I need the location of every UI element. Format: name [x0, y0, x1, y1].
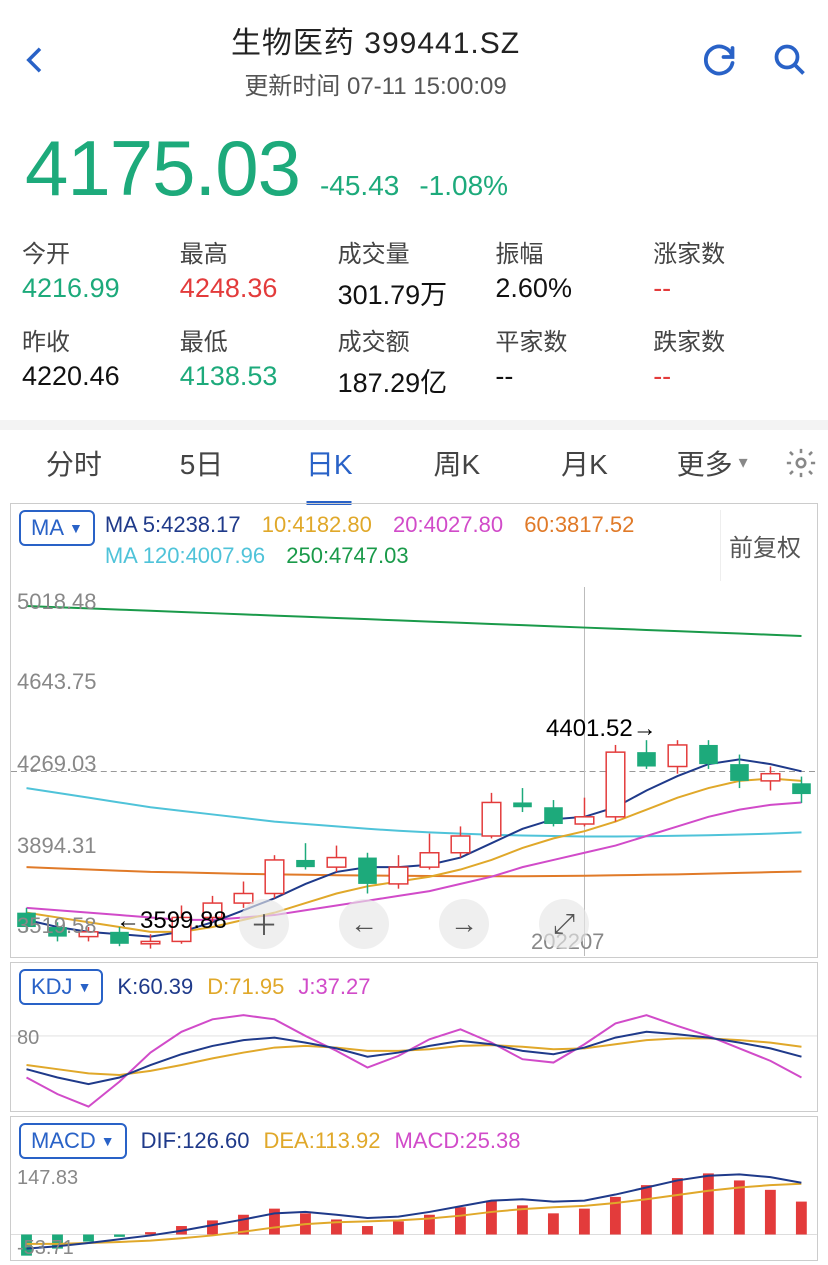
- stat-volume: 成交量301.79万: [338, 234, 491, 312]
- price-pct: -1.08%: [419, 170, 508, 202]
- macd-dea: DEA:113.92: [263, 1128, 380, 1154]
- tab-5day[interactable]: 5日: [138, 443, 266, 483]
- stat-amount: 成交额187.29亿: [338, 322, 491, 400]
- chevron-down-icon: ▼: [78, 979, 92, 995]
- stock-title: 生物医药 399441.SZ: [50, 18, 701, 62]
- ma-selector[interactable]: MA▼: [19, 510, 95, 546]
- tab-weekk[interactable]: 周K: [393, 443, 521, 483]
- ylabel-4: 3519.58: [17, 913, 97, 939]
- macd-dif: DIF:126.60: [141, 1128, 250, 1154]
- ylabel-3: 3894.31: [17, 833, 97, 859]
- tab-dayk[interactable]: 日K: [265, 443, 393, 483]
- leg-ma10: 10:4182.80: [262, 512, 372, 537]
- nav-right-button[interactable]: →: [439, 899, 489, 949]
- stat-gainers: 涨家数--: [653, 234, 806, 312]
- stat-low: 最低4138.53: [180, 322, 333, 400]
- stat-amplitude: 振幅2.60%: [495, 234, 648, 312]
- tab-time[interactable]: 分时: [10, 443, 138, 483]
- kdj-header: KDJ▼ K:60.39 D:71.95 J:37.27: [11, 963, 817, 1011]
- macd-ytop: 147.83: [17, 1167, 78, 1190]
- macd-chart[interactable]: 147.83 -53.71: [11, 1165, 817, 1260]
- macd-panel: MACD▼ DIF:126.60 DEA:113.92 MACD:25.38 1…: [10, 1116, 818, 1261]
- gear-icon[interactable]: [784, 446, 818, 480]
- stat-prev-close: 昨收4220.46: [22, 322, 175, 400]
- kdj-d: D:71.95: [207, 974, 284, 1000]
- kdj-k: K:60.39: [117, 974, 193, 1000]
- stock-code: 399441.SZ: [364, 27, 520, 60]
- crosshair-button[interactable]: ＋: [239, 899, 289, 949]
- macd-selector[interactable]: MACD▼: [19, 1123, 127, 1159]
- kdj-chart[interactable]: 80: [11, 1011, 817, 1111]
- chevron-down-icon: ▼: [69, 520, 83, 536]
- tab-monthk[interactable]: 月K: [521, 443, 649, 483]
- ylabel-1: 4643.75: [17, 669, 97, 695]
- annot-high: 4401.52→: [546, 715, 657, 743]
- kdj-panel: KDJ▼ K:60.39 D:71.95 J:37.27 80: [10, 962, 818, 1112]
- stats-grid: 今开4216.99 最高4248.36 成交量301.79万 振幅2.60% 涨…: [0, 234, 828, 420]
- candle-panel: MA▼ MA 5:4238.17 10:4182.80 20:4027.80 6…: [10, 503, 818, 958]
- stat-losers: 跌家数--: [653, 322, 806, 400]
- annot-low: ←3599.88: [116, 907, 227, 935]
- macd-header: MACD▼ DIF:126.60 DEA:113.92 MACD:25.38: [11, 1117, 817, 1165]
- last-price: 4175.03: [25, 123, 300, 214]
- tab-more[interactable]: 更多▾: [648, 443, 776, 483]
- macd-ybot: -53.71: [17, 1237, 74, 1260]
- chevron-down-icon: ▼: [101, 1133, 115, 1149]
- kdj-ylabel: 80: [17, 1027, 39, 1050]
- macd-val: MACD:25.38: [395, 1128, 521, 1154]
- search-icon[interactable]: [772, 42, 808, 78]
- price-row: 4175.03 -45.43 -1.08%: [0, 111, 828, 234]
- stat-high: 最高4248.36: [180, 234, 333, 312]
- leg-ma120: MA 120:4007.96: [105, 543, 265, 568]
- chart-nav-buttons: ＋ ← → ⤢: [239, 899, 589, 949]
- header-bar: 生物医药 399441.SZ 更新时间 07-11 15:00:09: [0, 0, 828, 111]
- expand-button[interactable]: ⤢: [539, 899, 589, 949]
- ma-header: MA▼ MA 5:4238.17 10:4182.80 20:4027.80 6…: [11, 504, 817, 587]
- price-change: -45.43: [320, 170, 399, 202]
- adjust-button[interactable]: 前复权: [720, 510, 809, 581]
- ma-legends: MA 5:4238.17 10:4182.80 20:4027.80 60:38…: [105, 510, 710, 572]
- update-time: 更新时间 07-11 15:00:09: [50, 66, 701, 101]
- leg-ma20: 20:4027.80: [393, 512, 503, 537]
- chart-tabs: 分时 5日 日K 周K 月K 更多▾: [0, 420, 828, 495]
- leg-ma60: 60:3817.52: [524, 512, 634, 537]
- ylabel-2: 4269.03: [17, 751, 97, 777]
- refresh-icon[interactable]: [701, 42, 737, 78]
- stat-flat: 平家数--: [495, 322, 648, 400]
- back-icon[interactable]: [20, 40, 50, 80]
- stock-name: 生物医药: [231, 27, 355, 60]
- leg-ma5: MA 5:4238.17: [105, 512, 241, 537]
- header-title-block: 生物医药 399441.SZ 更新时间 07-11 15:00:09: [50, 18, 701, 101]
- nav-left-button[interactable]: ←: [339, 899, 389, 949]
- chevron-down-icon: ▾: [739, 452, 748, 473]
- kdj-j: J:37.27: [298, 974, 370, 1000]
- ylabel-0: 5018.48: [17, 589, 97, 615]
- header-actions: [701, 42, 808, 78]
- candle-chart[interactable]: 5018.48 4643.75 4269.03 3894.31 3519.58 …: [11, 587, 817, 957]
- stat-open: 今开4216.99: [22, 234, 175, 312]
- kdj-selector[interactable]: KDJ▼: [19, 969, 103, 1005]
- leg-ma250: 250:4747.03: [286, 543, 408, 568]
